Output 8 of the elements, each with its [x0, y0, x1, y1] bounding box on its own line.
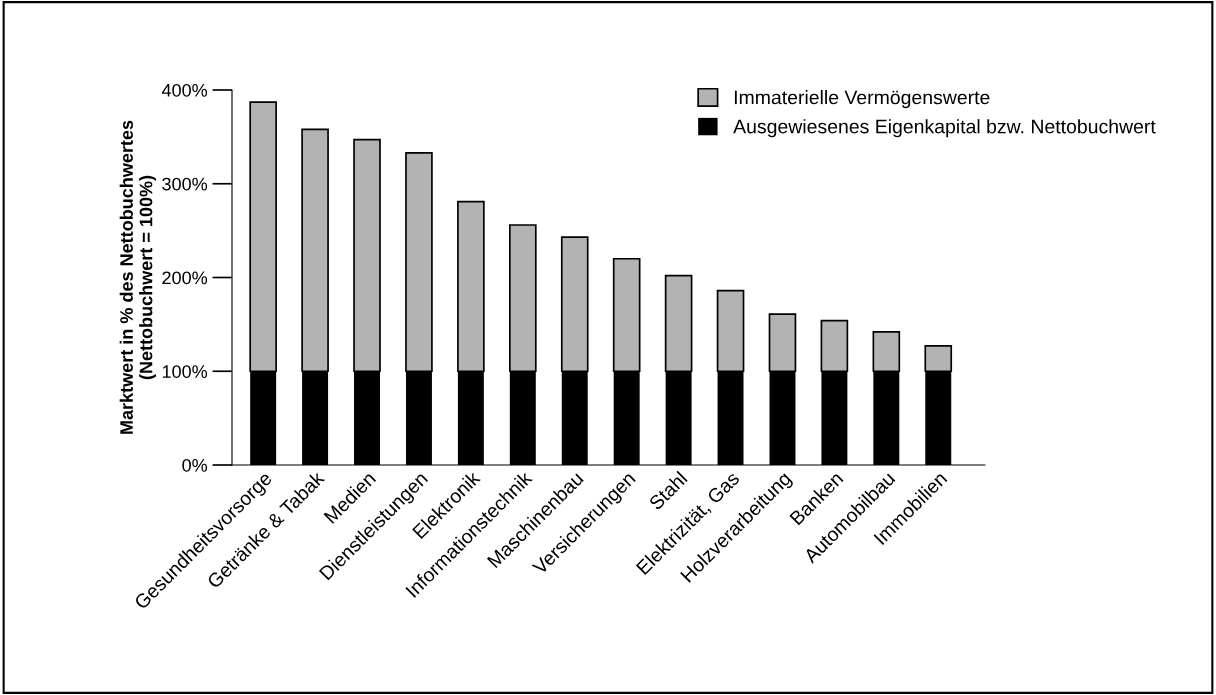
legend-label: Immaterielle Vermögenswerte	[734, 90, 990, 109]
y-tick-label: 400%	[161, 83, 208, 97]
y-tick-label: 300%	[162, 177, 208, 191]
legend-label: Ausgewiesenes Eigenkapital bzw. Nettobuchwert	[733, 119, 1156, 138]
y-axis-title: Marktwert in % des Nettobuchwertes (Nettobuchwert = 100%)	[119, 120, 156, 434]
y-tick-label: 200%	[162, 271, 208, 285]
y-tick-label: 100%	[162, 365, 208, 378]
y-tick-label: 0%	[182, 458, 208, 472]
